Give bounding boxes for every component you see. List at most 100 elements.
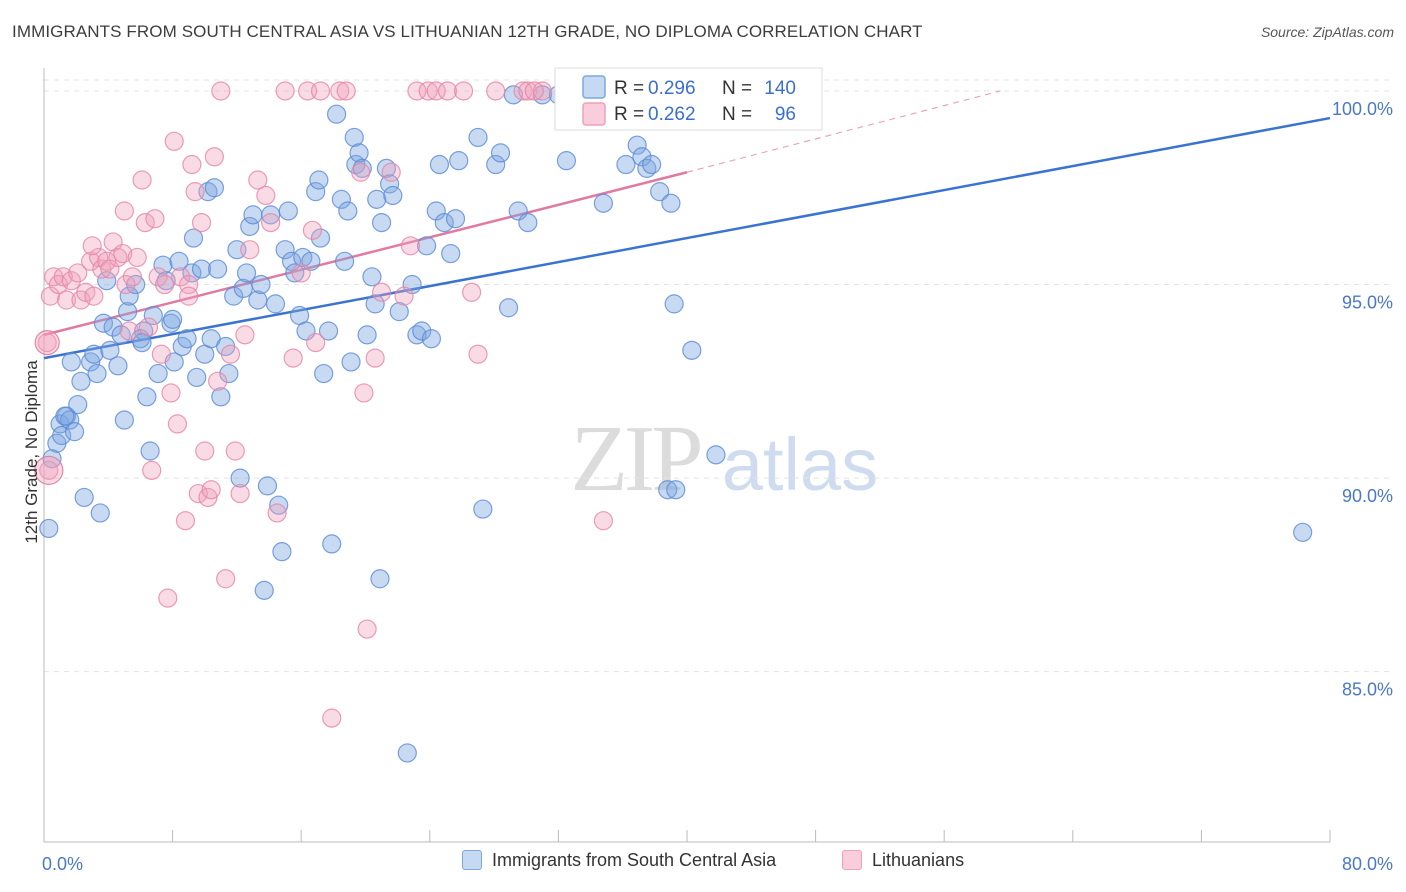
point-immigrants (616, 154, 636, 175)
trend-line-series-2 (43, 171, 688, 337)
point-immigrants (183, 228, 204, 248)
point-lithuanians (142, 460, 162, 480)
point-lithuanians (322, 708, 342, 728)
point-lithuanians (302, 220, 323, 240)
point-lithuanians (158, 588, 178, 608)
point-immigrants (182, 263, 202, 283)
point-immigrants (362, 267, 382, 287)
point-immigrants (642, 154, 662, 175)
point-immigrants (81, 352, 101, 372)
point-immigrants (71, 371, 91, 391)
point-immigrants (314, 363, 334, 384)
point-immigrants (211, 387, 231, 407)
point-immigrants (240, 216, 260, 237)
point-immigrants (208, 259, 228, 279)
trend-line-series-1 (43, 116, 1331, 360)
point-immigrants (153, 255, 173, 275)
point-immigrants (365, 294, 385, 314)
point-immigrants (103, 317, 123, 337)
stats-legend: R = 0.296 N = 140 R = 0.262 N = 96 (554, 67, 823, 131)
point-immigrants (326, 104, 347, 124)
point-immigrants (87, 363, 107, 384)
point-immigrants (285, 263, 305, 283)
x-tick-label: 0.0% (42, 854, 83, 874)
point-immigrants (187, 367, 207, 388)
y-tick-label: 90.0% (1342, 486, 1393, 506)
point-lithuanians (394, 286, 414, 306)
point-lithuanians (235, 325, 255, 345)
point-lithuanians (138, 317, 159, 337)
point-immigrants (243, 205, 263, 225)
point-immigrants (119, 286, 139, 306)
point-immigrants (55, 406, 75, 426)
point-lithuanians (97, 251, 117, 271)
point-immigrants (251, 274, 271, 295)
point-immigrants (68, 394, 88, 415)
point-lithuanians (267, 503, 287, 523)
point-lithuanians (220, 344, 241, 364)
point-lithuanians (461, 282, 482, 302)
point-lithuanians (39, 460, 59, 480)
point-immigrants (265, 294, 286, 314)
point-lithuanians (171, 267, 191, 287)
point-lithuanians (418, 81, 438, 101)
point-immigrants (90, 503, 110, 523)
point-lithuanians (175, 511, 196, 531)
legend-n-value-1: 140 (764, 78, 796, 99)
point-immigrants (367, 189, 387, 209)
point-lithuanians (453, 81, 474, 101)
chart-source: Source: ZipAtlas.com (1260, 24, 1394, 40)
point-lithuanians (114, 201, 134, 221)
point-lithuanians (127, 247, 147, 268)
point-lithuanians (261, 212, 281, 233)
point-immigrants (490, 143, 511, 163)
point-immigrants (416, 236, 437, 256)
point-lithuanians (154, 274, 175, 295)
point-immigrants (344, 127, 364, 148)
legend-r-value-1: 0.296 (648, 78, 696, 99)
point-immigrants (248, 290, 268, 310)
point-immigrants (486, 154, 506, 175)
point-lithuanians (201, 480, 221, 500)
point-immigrants (349, 143, 369, 163)
point-lithuanians (37, 333, 57, 353)
point-immigrants (666, 480, 686, 500)
point-lithuanians (61, 271, 81, 291)
point-lithuanians (351, 162, 371, 182)
point-immigrants (278, 201, 298, 221)
point-immigrants (163, 309, 183, 329)
point-lithuanians (593, 511, 614, 531)
point-immigrants (61, 352, 81, 372)
point-lithuanians (468, 344, 488, 364)
point-lithuanians (407, 81, 427, 101)
point-lithuanians (256, 185, 276, 206)
point-lithuanians (122, 267, 143, 287)
point-lithuanians (195, 441, 215, 461)
point-immigrants (371, 212, 392, 233)
point-immigrants (177, 329, 197, 349)
point-lithuanians (532, 81, 552, 101)
point-lithuanians (291, 263, 311, 283)
point-immigrants (429, 154, 450, 175)
point-immigrants (42, 449, 62, 469)
point-lithuanians (116, 274, 136, 295)
point-immigrants (318, 321, 339, 341)
point-immigrants (74, 487, 94, 508)
point-lithuanians (248, 170, 268, 190)
point-lithuanians (437, 81, 458, 101)
point-lithuanians (68, 263, 88, 283)
point-immigrants (370, 569, 390, 589)
point-immigrants (556, 151, 577, 171)
point-immigrants (275, 240, 295, 260)
point-lithuanians (275, 81, 295, 101)
point-lithuanians (513, 81, 533, 101)
point-lithuanians (82, 236, 102, 256)
point-immigrants (338, 201, 358, 221)
point-lithuanians (167, 414, 188, 434)
point-lithuanians (135, 212, 155, 233)
point-immigrants (518, 212, 538, 233)
legend-swatch-pink (582, 102, 606, 126)
point-lithuanians (191, 212, 212, 233)
point-lithuanians (354, 383, 374, 403)
point-lithuanians (486, 81, 506, 101)
